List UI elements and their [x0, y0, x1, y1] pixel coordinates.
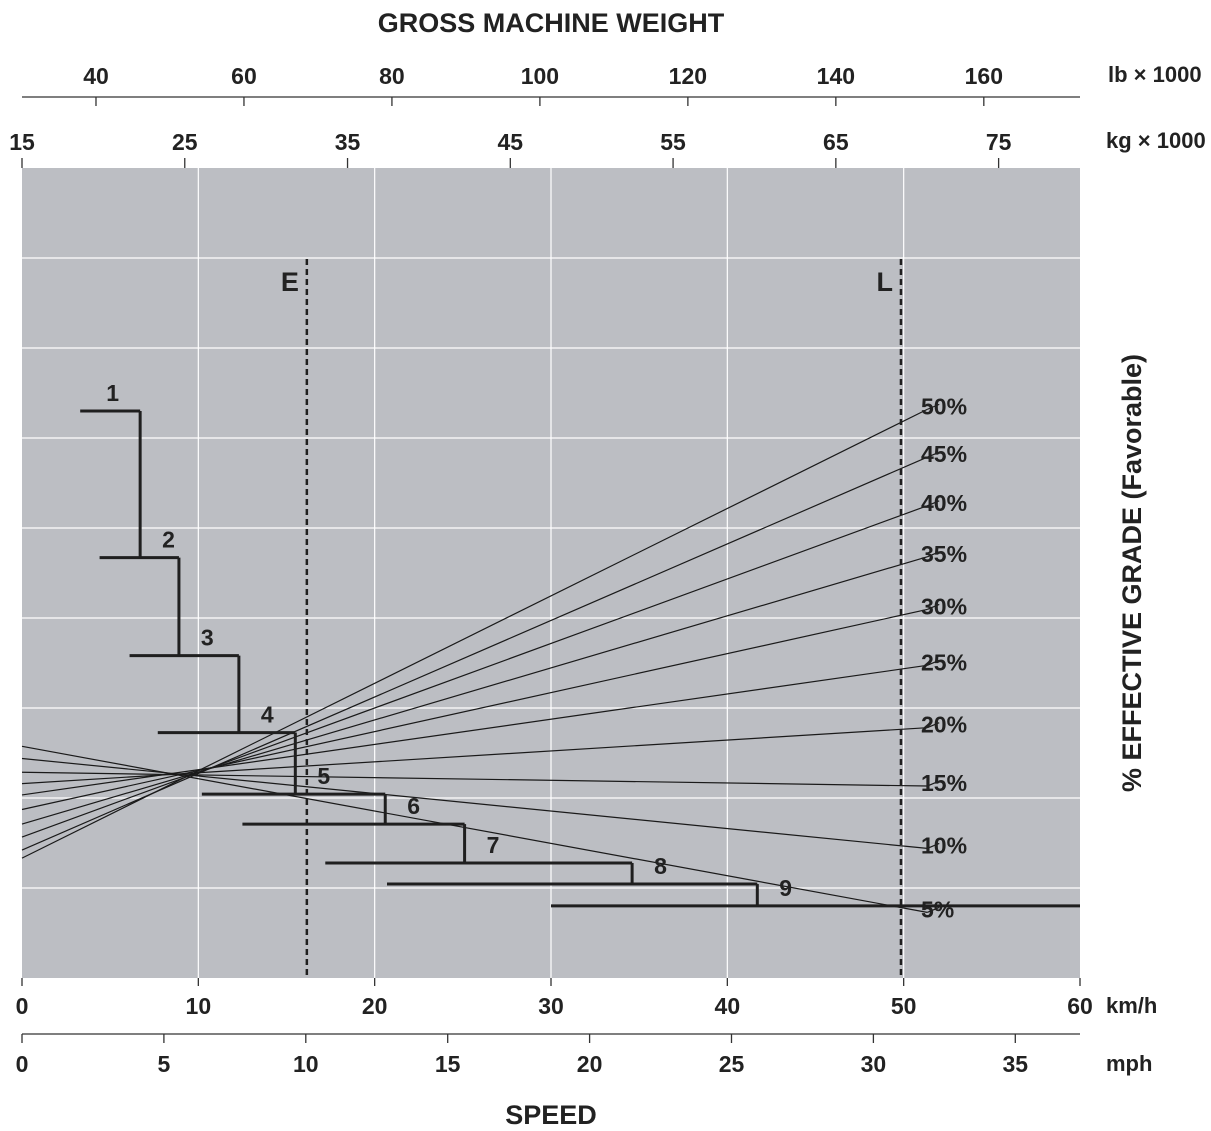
chart-title: GROSS MACHINE WEIGHT — [378, 8, 725, 38]
x-axis-title: SPEED — [505, 1100, 597, 1130]
unit-mph: mph — [1106, 1051, 1152, 1076]
grade-leader — [927, 403, 940, 410]
gear-label: 1 — [106, 380, 119, 406]
kmh-tick-label: 30 — [538, 993, 564, 1019]
grade-label: 20% — [921, 712, 967, 738]
kmh-tick-label: 50 — [891, 993, 917, 1019]
reference-label: L — [876, 267, 893, 297]
grade-label: 5% — [921, 896, 954, 922]
grade-label: 40% — [921, 490, 967, 516]
kmh-tick-label: 10 — [186, 993, 212, 1019]
grade-leader — [927, 722, 940, 729]
gear-label: 8 — [654, 853, 667, 879]
grade-lines: 50% 45% 40% 35% 30% 25% 20% 15% 10% 5% — [21, 393, 967, 922]
lb-tick-label: 100 — [521, 63, 559, 89]
grade-leader — [927, 842, 940, 849]
unit-lb: lb × 1000 — [1108, 62, 1202, 87]
mph-tick-label: 25 — [719, 1051, 745, 1077]
grade-leader — [927, 906, 940, 913]
gear-label: 7 — [487, 832, 500, 858]
grade-line — [21, 456, 928, 851]
grade-leader — [927, 659, 940, 666]
labels: GROSS MACHINE WEIGHT SPEED % EFFECTIVE G… — [378, 8, 1206, 1130]
grade-label: 35% — [921, 541, 967, 567]
kmh-tick-label: 60 — [1067, 993, 1093, 1019]
grade-label: 45% — [921, 441, 967, 467]
y-axis-title: % EFFECTIVE GRADE (Favorable) — [1117, 354, 1147, 792]
grade-label: 10% — [921, 832, 967, 858]
grade-leader — [927, 551, 940, 558]
unit-kmh: km/h — [1106, 993, 1157, 1018]
kg-tick-label: 25 — [172, 129, 198, 155]
kg-tick-label: 75 — [986, 129, 1012, 155]
mph-tick-label: 15 — [435, 1051, 461, 1077]
unit-kg: kg × 1000 — [1106, 128, 1206, 153]
gear-label: 5 — [317, 763, 330, 789]
grade-leader — [927, 603, 940, 611]
mph-tick-label: 20 — [577, 1051, 603, 1077]
lb-tick-label: 80 — [379, 63, 405, 89]
lb-tick-label: 120 — [669, 63, 707, 89]
grade-line — [21, 556, 928, 825]
gear-label: 3 — [201, 625, 214, 651]
mph-tick-label: 5 — [158, 1051, 171, 1077]
mph-tick-label: 10 — [293, 1051, 319, 1077]
grade-line — [21, 745, 928, 913]
reference-label: E — [281, 267, 299, 297]
lb-tick-label: 40 — [83, 63, 109, 89]
grade-label: 50% — [921, 393, 967, 419]
kg-tick-label: 65 — [823, 129, 849, 155]
kg-tick-label: 35 — [335, 129, 361, 155]
grade-line — [21, 505, 928, 838]
kmh-tick-label: 20 — [362, 993, 388, 1019]
grade-line — [21, 608, 928, 811]
kg-tick-label: 15 — [9, 129, 35, 155]
kg-tick-label: 45 — [498, 129, 524, 155]
lb-tick-label: 140 — [817, 63, 855, 89]
grade-leader — [927, 500, 940, 507]
grade-leader — [927, 451, 940, 458]
kmh-tick-label: 0 — [16, 993, 29, 1019]
grade-label: 15% — [921, 770, 967, 796]
grid — [22, 168, 1080, 978]
gear-label: 4 — [261, 702, 274, 728]
mph-tick-label: 0 — [16, 1051, 29, 1077]
gear-label: 6 — [407, 793, 420, 819]
lb-tick-label: 60 — [231, 63, 257, 89]
mph-tick-label: 35 — [1002, 1051, 1028, 1077]
gear-steps: 1 2 3 4 5 6 7 8 9 — [80, 380, 1080, 908]
kg-tick-label: 55 — [660, 129, 686, 155]
grade-label: 30% — [921, 593, 967, 619]
mph-tick-label: 30 — [861, 1051, 887, 1077]
grade-label: 25% — [921, 649, 967, 675]
lb-tick-label: 160 — [965, 63, 1003, 89]
grade-line — [21, 408, 928, 859]
grade-leader — [927, 780, 940, 787]
gear-label: 9 — [779, 875, 792, 901]
gear-label: 2 — [162, 527, 175, 553]
kmh-tick-label: 40 — [715, 993, 741, 1019]
